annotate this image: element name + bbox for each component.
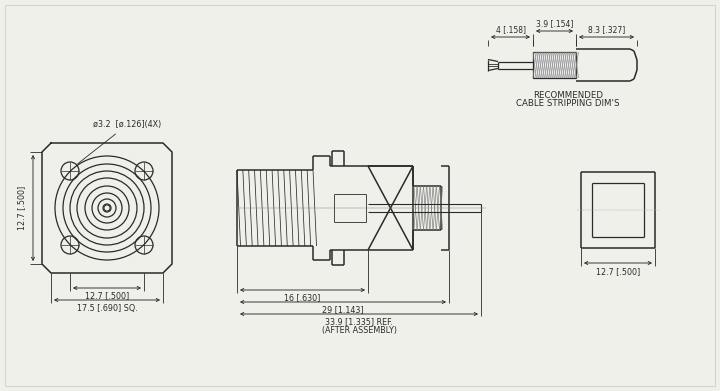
Text: 29 [1.143]: 29 [1.143] bbox=[322, 305, 364, 314]
Text: (AFTER ASSEMBLY): (AFTER ASSEMBLY) bbox=[322, 326, 397, 335]
Text: ø3.2  [ø.126](4X): ø3.2 [ø.126](4X) bbox=[78, 120, 161, 164]
Text: 33.9 [1.335] REF.: 33.9 [1.335] REF. bbox=[325, 317, 393, 326]
Text: 12.7 [.500]: 12.7 [.500] bbox=[17, 186, 27, 230]
Text: 12.7 [.500]: 12.7 [.500] bbox=[596, 267, 640, 276]
Text: CABLE STRIPPING DIM'S: CABLE STRIPPING DIM'S bbox=[516, 99, 620, 108]
Bar bbox=[533, 52, 576, 78]
Text: 12.7 [.500]: 12.7 [.500] bbox=[85, 292, 129, 301]
Text: 3.9 [.154]: 3.9 [.154] bbox=[536, 20, 573, 29]
Text: 16 [.630]: 16 [.630] bbox=[284, 294, 320, 303]
Text: 17.5 [.690] SQ.: 17.5 [.690] SQ. bbox=[76, 303, 138, 312]
Text: 4 [.158]: 4 [.158] bbox=[495, 25, 526, 34]
Text: RECOMMENDED: RECOMMENDED bbox=[533, 90, 603, 99]
Text: 8.3 [.327]: 8.3 [.327] bbox=[588, 25, 625, 34]
